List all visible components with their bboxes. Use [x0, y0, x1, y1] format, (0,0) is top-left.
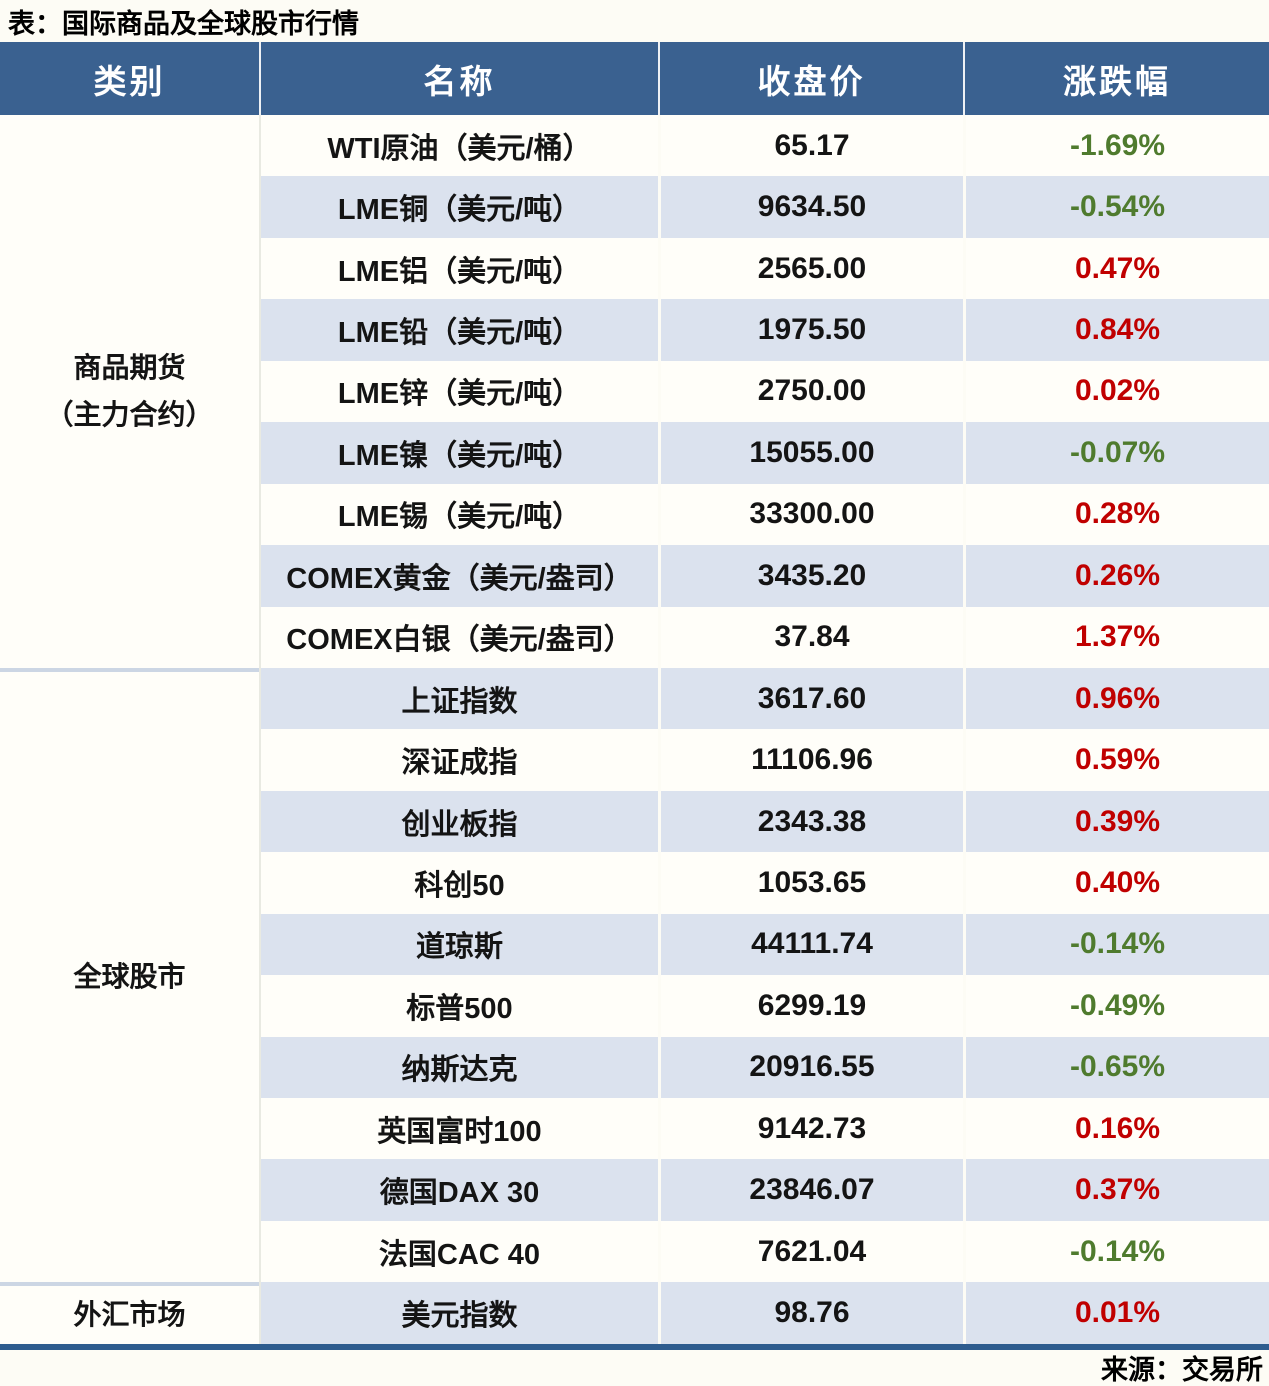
change-percent-cell: 0.59% — [963, 729, 1269, 791]
name-cell: LME锡（美元/吨） — [259, 483, 658, 546]
source-note: 来源：交易所 — [1101, 1355, 1263, 1386]
close-price-cell: 2343.38 — [658, 790, 963, 853]
change-percent-cell: 0.02% — [963, 360, 1269, 423]
change-percent-cell: 0.96% — [963, 667, 1269, 730]
category-label-line: 全球股市 — [73, 961, 186, 993]
name-cell: LME铝（美元/吨） — [259, 237, 658, 300]
change-percent-cell: 0.26% — [963, 545, 1269, 607]
close-price-cell: 44111.74 — [658, 913, 963, 976]
change-percent-cell: 0.39% — [963, 790, 1269, 853]
close-price-cell: 1053.65 — [658, 852, 963, 914]
name-cell: LME镍（美元/吨） — [259, 422, 658, 484]
change-percent-cell: -0.54% — [963, 176, 1269, 238]
header-change-percent: 涨跌幅 — [963, 42, 1269, 115]
close-price-cell: 65.17 — [658, 115, 963, 177]
name-cell: 美元指数 — [259, 1282, 658, 1344]
close-price-cell: 15055.00 — [658, 422, 963, 484]
close-price-cell: 3617.60 — [658, 667, 963, 730]
change-percent-cell: 0.47% — [963, 237, 1269, 300]
name-cell: 上证指数 — [259, 667, 658, 730]
change-percent-cell: 0.40% — [963, 852, 1269, 914]
header-name: 名称 — [259, 42, 658, 115]
name-cell: COMEX黄金（美元/盎司） — [259, 545, 658, 607]
change-percent-cell: -0.07% — [963, 422, 1269, 484]
category-label-line: 商品期货 — [73, 351, 186, 383]
change-percent-cell: -1.69% — [963, 115, 1269, 177]
close-price-cell: 3435.20 — [658, 545, 963, 607]
change-percent-cell: 1.37% — [963, 606, 1269, 668]
close-price-cell: 23846.07 — [658, 1159, 963, 1221]
name-cell: 标普500 — [259, 975, 658, 1037]
category-cell: 全球股市 — [0, 667, 259, 1283]
category-label-line: 外汇市场 — [73, 1299, 186, 1331]
close-price-cell: 2565.00 — [658, 237, 963, 300]
change-percent-cell: 0.01% — [963, 1282, 1269, 1344]
close-price-cell: 9634.50 — [658, 176, 963, 238]
name-cell: 道琼斯 — [259, 913, 658, 976]
change-percent-cell: -0.14% — [963, 913, 1269, 976]
close-price-cell: 7621.04 — [658, 1220, 963, 1283]
change-percent-cell: -0.65% — [963, 1036, 1269, 1098]
close-price-cell: 9142.73 — [658, 1098, 963, 1160]
page-title: 表：国际商品及全球股市行情 — [8, 8, 359, 39]
close-price-cell: 37.84 — [658, 606, 963, 668]
close-price-cell: 98.76 — [658, 1282, 963, 1344]
category-cell: 外汇市场 — [0, 1282, 259, 1344]
change-percent-cell: 0.16% — [963, 1098, 1269, 1160]
change-percent-cell: -0.14% — [963, 1220, 1269, 1283]
close-price-cell: 11106.96 — [658, 729, 963, 791]
category-cell: 商品期货 （主力合约） — [0, 115, 259, 668]
name-cell: 法国CAC 40 — [259, 1220, 658, 1283]
header-category: 类别 — [0, 42, 259, 115]
name-cell: LME锌（美元/吨） — [259, 360, 658, 423]
category-label-line: （主力合约） — [45, 399, 214, 431]
change-percent-cell: -0.49% — [963, 975, 1269, 1037]
close-price-cell: 20916.55 — [658, 1036, 963, 1098]
change-percent-cell: 0.28% — [963, 483, 1269, 546]
name-cell: 深证成指 — [259, 729, 658, 791]
market-table: 类别 名称 收盘价 涨跌幅 商品期货 （主力合约） WTI原油（美元/桶） 65.17… — [0, 42, 1269, 1350]
name-cell: WTI原油（美元/桶） — [259, 115, 658, 177]
name-cell: 纳斯达克 — [259, 1036, 658, 1098]
name-cell: LME铜（美元/吨） — [259, 176, 658, 238]
name-cell: 英国富时100 — [259, 1098, 658, 1160]
name-cell: 科创50 — [259, 852, 658, 914]
change-percent-cell: 0.37% — [963, 1159, 1269, 1221]
name-cell: 德国DAX 30 — [259, 1159, 658, 1221]
close-price-cell: 2750.00 — [658, 360, 963, 423]
change-percent-cell: 0.84% — [963, 299, 1269, 361]
header-close-price: 收盘价 — [658, 42, 963, 115]
name-cell: LME铅（美元/吨） — [259, 299, 658, 361]
close-price-cell: 33300.00 — [658, 483, 963, 546]
name-cell: 创业板指 — [259, 790, 658, 853]
name-cell: COMEX白银（美元/盎司） — [259, 606, 658, 668]
close-price-cell: 1975.50 — [658, 299, 963, 361]
close-price-cell: 6299.19 — [658, 975, 963, 1037]
